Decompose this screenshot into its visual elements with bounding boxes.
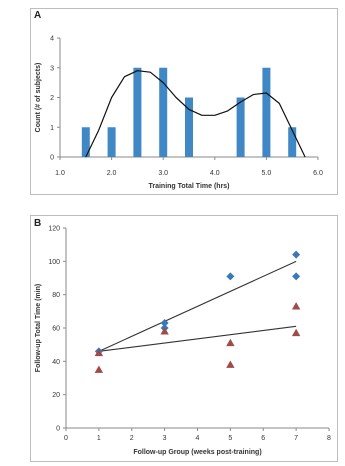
trend-line <box>98 260 297 352</box>
x-tick-label: 4.0 <box>210 170 220 177</box>
histogram-bar <box>107 127 116 157</box>
panel-a-frame <box>30 8 338 195</box>
histogram-bar <box>262 67 271 157</box>
y-tick-label: 60 <box>52 326 60 333</box>
density-curve <box>85 70 306 158</box>
y-tick-label: 80 <box>52 292 60 299</box>
y-axis-title: Follow-up Total Time (min) <box>35 284 42 372</box>
histogram-bar <box>133 67 142 157</box>
y-tick-label: 40 <box>52 359 60 366</box>
panel-b-frame <box>30 215 338 462</box>
x-tick-label: 6 <box>261 435 265 442</box>
triangle-point <box>160 327 169 335</box>
x-tick-label: 3.0 <box>158 170 168 177</box>
x-tick-label: 3 <box>163 435 167 442</box>
y-tick-label: 1 <box>50 125 54 132</box>
y-tick-label: 4 <box>50 36 54 43</box>
x-tick-label: 1 <box>97 435 101 442</box>
y-axis-title: Count (# of subjects) <box>35 63 42 133</box>
x-tick-label: 1.0 <box>55 170 65 177</box>
histogram-bar <box>288 127 297 157</box>
triangle-point <box>94 348 104 357</box>
triangle-point <box>226 338 235 347</box>
y-tick-label: 3 <box>50 65 54 72</box>
triangle-point <box>291 302 301 310</box>
scatter-chart: 0 20 40 60 80 100 120 0 1 2 3 4 5 6 7 8 Follow-up Group … <box>35 226 331 457</box>
histogram-bar <box>236 97 245 157</box>
x-tick-label: 2.0 <box>107 170 117 177</box>
triangle-point <box>291 328 301 337</box>
histogram-chart: 0 1 2 3 4 1.0 2.0 3.0 4.0 5.0 6.0 Training Total Ti… <box>35 36 323 191</box>
x-axis-title: Training Total Time (hrs) <box>148 183 229 190</box>
x-tick-label: 0 <box>64 435 68 442</box>
y-tick-label: 0 <box>56 426 60 433</box>
triangle-point <box>226 360 235 368</box>
y-tick-label: 120 <box>48 226 60 233</box>
diamond-point <box>160 319 169 327</box>
diamond-point <box>226 272 235 281</box>
histogram-bar <box>185 97 193 157</box>
panel-a: A 0 1 2 3 4 1.0 2.0 3.0 4.0 5.0 6.0 Training Total … <box>0 0 345 200</box>
histogram-bar <box>159 67 168 157</box>
y-tick-label: 100 <box>48 259 60 266</box>
trend-line <box>98 325 297 352</box>
y-tick-label: 20 <box>52 392 60 399</box>
y-tick-label: 0 <box>50 155 54 162</box>
panel-b-label: B <box>34 218 42 229</box>
x-tick-label: 4 <box>196 435 200 442</box>
x-tick-label: 2 <box>130 435 134 442</box>
x-tick-label: 5 <box>228 435 232 442</box>
diamond-point <box>292 272 301 281</box>
x-tick-label: 5.0 <box>262 170 272 177</box>
x-axis-title: Follow-up Group (weeks post-training) <box>133 449 261 456</box>
x-tick-label: 7 <box>294 435 298 442</box>
y-tick-label: 2 <box>50 95 54 102</box>
histogram-bar <box>81 127 90 157</box>
panel-b: B 0 20 40 60 80 100 120 0 1 2 3 4 5 6 7 8 Follow-up Grou… <box>0 200 345 466</box>
panel-a-label: A <box>34 10 42 21</box>
x-tick-label: 6.0 <box>313 170 323 177</box>
x-tick-label: 8 <box>327 435 331 442</box>
triangle-point <box>94 365 104 373</box>
diamond-point <box>292 250 301 259</box>
